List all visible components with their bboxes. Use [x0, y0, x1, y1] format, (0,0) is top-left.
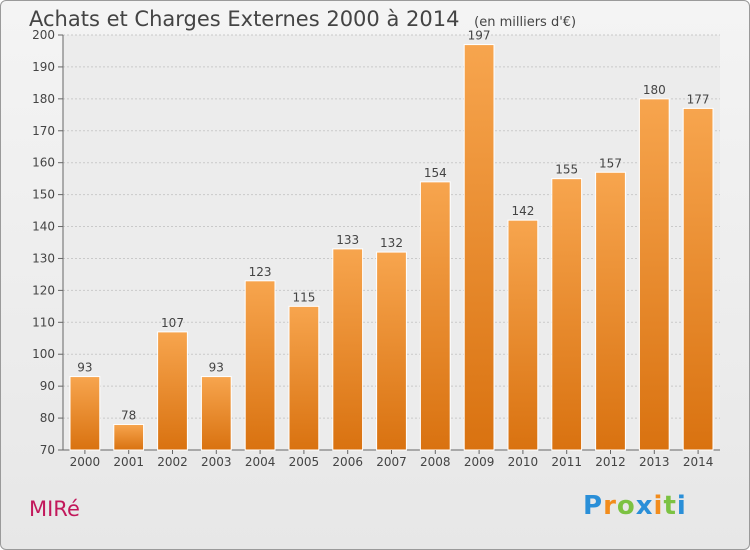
proxiti-logo: Proxiti	[583, 491, 687, 521]
bar	[376, 251, 407, 451]
x-tick-label: 2005	[289, 455, 320, 469]
y-tick-label: 150	[32, 188, 55, 202]
y-tick-label: 100	[32, 347, 55, 361]
bar-value-label: 132	[380, 236, 403, 250]
y-tick-label: 70	[40, 443, 55, 457]
x-tick-label: 2010	[508, 455, 539, 469]
x-tick-label: 2011	[551, 455, 582, 469]
bar-value-label: 133	[336, 233, 359, 247]
y-tick-label: 170	[32, 124, 55, 138]
bar	[638, 98, 670, 451]
bar	[332, 248, 364, 451]
bar	[507, 219, 539, 451]
y-tick-label: 180	[32, 92, 55, 106]
bar-value-label: 197	[468, 29, 491, 43]
chart-title: Achats et Charges Externes 2000 à 2014 (…	[29, 7, 576, 31]
bar	[157, 331, 188, 451]
bar-value-label: 154	[424, 166, 447, 180]
bar	[244, 280, 276, 451]
x-tick-label: 2002	[157, 455, 188, 469]
bar-value-label: 107	[161, 316, 184, 330]
y-tick-label: 160	[32, 156, 55, 170]
bar	[288, 305, 320, 451]
chart-subtitle: (en milliers d'€)	[474, 15, 577, 30]
x-tick-label: 2001	[113, 455, 144, 469]
bar-value-label: 177	[687, 92, 710, 106]
bar-value-label: 78	[121, 408, 136, 422]
bar	[419, 181, 451, 451]
bar-value-label: 157	[599, 156, 622, 170]
bar	[200, 376, 232, 451]
x-tick-label: 2003	[201, 455, 232, 469]
bar	[595, 171, 626, 451]
x-tick-label: 2008	[420, 455, 451, 469]
bar	[551, 178, 583, 451]
x-tick-label: 2000	[70, 455, 101, 469]
x-tick-label: 2013	[639, 455, 670, 469]
bar-value-label: 93	[209, 361, 224, 375]
bar-value-label: 180	[643, 83, 666, 97]
x-tick-label: 2009	[464, 455, 495, 469]
bar-value-label: 123	[249, 265, 272, 279]
commune-name: MIRé	[29, 497, 80, 521]
bar-value-label: 93	[77, 361, 92, 375]
y-tick-label: 130	[32, 251, 55, 265]
y-tick-label: 110	[32, 315, 55, 329]
bar	[69, 376, 101, 451]
bar-value-label: 115	[292, 290, 315, 304]
y-tick-label: 190	[32, 60, 55, 74]
bar	[682, 107, 714, 451]
x-tick-label: 2012	[595, 455, 626, 469]
x-tick-label: 2006	[332, 455, 363, 469]
bar	[463, 44, 495, 451]
bar-value-label: 155	[555, 163, 578, 177]
x-tick-label: 2007	[376, 455, 407, 469]
y-tick-label: 90	[40, 379, 55, 393]
y-tick-label: 140	[32, 220, 55, 234]
bar-value-label: 142	[511, 204, 534, 218]
x-tick-label: 2014	[683, 455, 714, 469]
bar	[113, 423, 145, 451]
y-tick-label: 120	[32, 283, 55, 297]
x-tick-label: 2004	[245, 455, 276, 469]
chart-title-text: Achats et Charges Externes 2000 à 2014	[29, 7, 460, 31]
y-tick-label: 200	[32, 28, 55, 42]
y-tick-label: 80	[40, 411, 55, 425]
